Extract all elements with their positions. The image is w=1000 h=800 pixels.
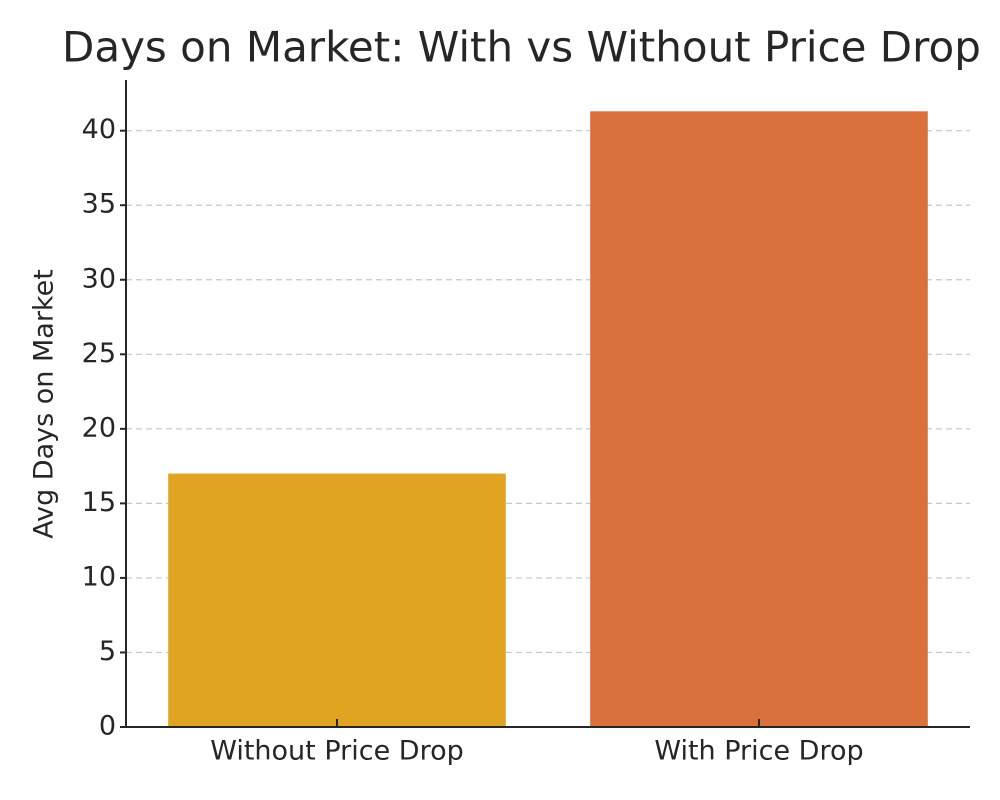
y-tick-label: 35 [82, 189, 116, 220]
x-tick-label: Without Price Drop [210, 736, 464, 767]
y-tick-label: 0 [99, 711, 116, 742]
bar [590, 111, 928, 727]
y-tick-label: 15 [82, 487, 116, 518]
y-tick-label: 5 [99, 636, 116, 667]
chart-title: Days on Market: With vs Without Price Dr… [62, 23, 981, 72]
y-tick-label: 10 [82, 561, 116, 592]
x-tick-label: With Price Drop [654, 736, 863, 767]
y-tick-label: 40 [82, 114, 116, 145]
y-axis-label: Avg Days on Market [29, 269, 60, 539]
bar [168, 473, 506, 727]
y-tick-label: 20 [82, 412, 116, 443]
y-tick-label: 30 [82, 263, 116, 294]
y-tick-label: 25 [82, 338, 116, 369]
